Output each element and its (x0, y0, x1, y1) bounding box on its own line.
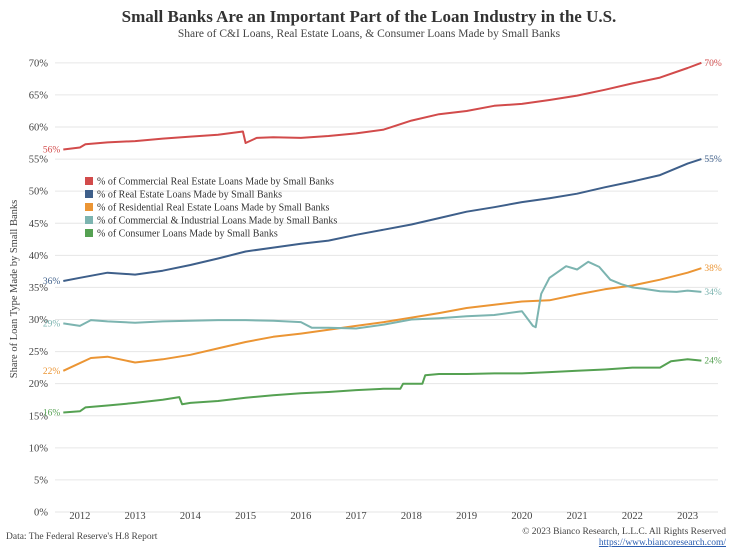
y-tick-label: 65% (29, 90, 49, 101)
y-tick-label: 25% (29, 347, 49, 358)
chart-title: Small Banks Are an Important Part of the… (121, 7, 617, 26)
x-tick-label: 2022 (622, 511, 643, 522)
series-start-label: 16% (43, 409, 61, 419)
legend-label: % of Commercial & Industrial Loans Made … (97, 216, 337, 227)
y-tick-label: 60% (29, 123, 49, 134)
y-tick-label: 45% (29, 219, 49, 230)
series-start-label: 29% (43, 319, 61, 329)
series-end-label: 34% (704, 288, 722, 298)
y-tick-label: 30% (29, 315, 49, 326)
x-tick-label: 2012 (69, 511, 90, 522)
x-tick-label: 2023 (677, 511, 698, 522)
x-tick-label: 2021 (567, 511, 588, 522)
series-end-label: 70% (704, 59, 722, 69)
x-tick-label: 2015 (235, 511, 256, 522)
legend-label: % of Real Estate Loans Made by Small Ban… (97, 190, 282, 201)
series-line-1 (63, 158, 702, 282)
legend-label: % of Consumer Loans Made by Small Banks (97, 229, 278, 240)
x-tick-label: 2019 (456, 511, 477, 522)
x-tick-label: 2014 (180, 511, 202, 522)
y-tick-label: 55% (29, 155, 49, 166)
legend-swatch (85, 216, 93, 224)
x-tick-label: 2018 (401, 511, 422, 522)
series-end-label: 55% (704, 155, 722, 165)
series-line-0 (63, 61, 702, 151)
y-tick-label: 0% (34, 508, 48, 519)
y-tick-label: 5% (34, 475, 48, 486)
series-start-label: 22% (43, 367, 61, 377)
x-tick-label: 2013 (125, 511, 146, 522)
y-tick-label: 15% (29, 411, 49, 422)
series-end-label: 24% (704, 357, 722, 367)
y-tick-label: 20% (29, 379, 49, 390)
x-tick-label: 2020 (511, 511, 532, 522)
chart-subtitle: Share of C&I Loans, Real Estate Loans, &… (177, 28, 561, 40)
series-line-3 (63, 260, 702, 330)
x-tick-label: 2016 (290, 511, 311, 522)
legend-swatch (85, 177, 93, 185)
series-line-4 (63, 358, 702, 414)
legend-swatch (85, 190, 93, 198)
y-axis-label: Share of Loan Type Made by Small Banks (9, 200, 20, 378)
legend: % of Commercial Real Estate Loans Made b… (85, 177, 337, 240)
copyright-text: © 2023 Bianco Research, L.L.C. All Right… (522, 527, 726, 537)
series-start-label: 56% (43, 145, 61, 155)
gridlines (55, 62, 718, 513)
website-link[interactable]: https://www.biancoresearch.com/ (598, 538, 726, 548)
legend-label: % of Commercial Real Estate Loans Made b… (97, 177, 334, 188)
copyright-block: © 2023 Bianco Research, L.L.C. All Right… (522, 527, 726, 549)
series-end-label: 38% (704, 264, 722, 274)
legend-swatch (85, 203, 93, 211)
axes: 0% 5% 10% 15% 20% 25% 30% 35% 40% 45% 50% 55% 60% 65%… (29, 58, 698, 522)
y-tick-label: 35% (29, 283, 49, 294)
y-tick-label: 10% (29, 443, 49, 454)
series-line-2 (62, 267, 702, 372)
y-tick-label: 50% (29, 187, 49, 198)
legend-swatch (85, 229, 93, 237)
y-tick-label: 70% (29, 58, 49, 69)
series-start-label: 36% (43, 277, 61, 287)
data-source: Data: The Federal Reserve's H.8 Report (6, 532, 158, 542)
x-tick-label: 2017 (346, 511, 367, 522)
series-end-labels: 56% 70% 36% 55% 22% 38% 29% 34% 16% 24% (43, 59, 722, 419)
legend-label: % of Residential Real Estate Loans Made … (97, 203, 330, 214)
y-tick-label: 40% (29, 251, 49, 262)
series-lines (62, 61, 702, 414)
